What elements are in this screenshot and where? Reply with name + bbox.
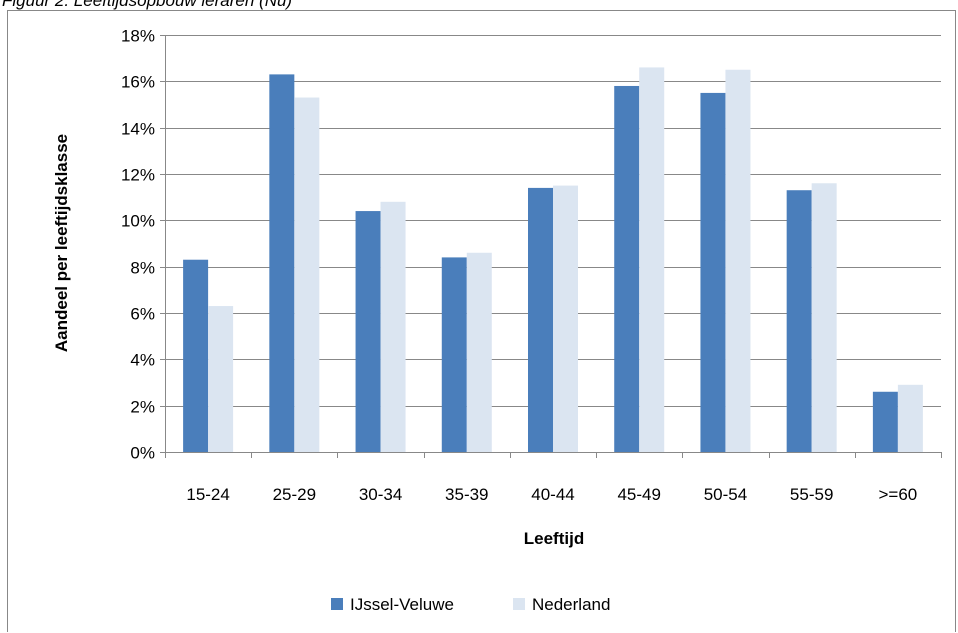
bar-nederland-45-49 — [639, 67, 665, 452]
bar-nederland-25-29 — [294, 97, 320, 453]
bar-nederland-30-34 — [380, 201, 406, 452]
x-tick-labels: 15-24 25-29 30-34 35-39 40-44 45-49 50-54 55-59… — [186, 485, 917, 504]
legend-swatch-ijssel-veluwe — [331, 598, 343, 610]
x-axis-title: Leeftijd — [524, 529, 584, 548]
figure-caption: Figuur 2. Leeftijdsopbouw leraren (Nu) — [2, 0, 293, 10]
bar-ijssel-veluwe-45-49 — [614, 85, 640, 452]
x-tick-label: 25-29 — [273, 485, 316, 504]
bar-ijssel-veluwe-50-54 — [700, 92, 726, 453]
y-tick-label: 8% — [130, 259, 155, 278]
bar-ijssel-veluwe-55-59 — [786, 190, 812, 452]
y-tick-label: 0% — [130, 444, 155, 463]
x-tick-label: 30-34 — [359, 485, 402, 504]
bar-ijssel-veluwe-25-29 — [269, 74, 295, 452]
y-tick-label: 12% — [121, 166, 155, 185]
y-tick-label: 4% — [130, 351, 155, 370]
legend-swatch-nederland — [513, 598, 525, 610]
bar-ijssel-veluwe-40-44 — [528, 187, 553, 452]
x-tick-label: 40-44 — [531, 485, 574, 504]
legend-label-ijssel-veluwe: IJssel-Veluwe — [350, 595, 454, 614]
legend: IJssel-Veluwe Nederland — [331, 595, 610, 614]
bar-nederland-35-39 — [466, 252, 492, 452]
y-tick-label: 2% — [130, 398, 155, 417]
bar-nederland-40-44 — [553, 185, 578, 453]
bars — [183, 67, 923, 453]
bar-ijssel-veluwe-30-34 — [355, 211, 381, 452]
x-tick-label: 50-54 — [704, 485, 747, 504]
bar-ijssel-veluwe->=60 — [872, 391, 898, 452]
y-tick-label: 16% — [121, 73, 155, 92]
bar-nederland->=60 — [897, 384, 923, 452]
y-tick-label: 10% — [121, 212, 155, 231]
y-tick-label: 6% — [130, 305, 155, 324]
bar-ijssel-veluwe-15-24 — [183, 259, 209, 452]
x-tick-label: 35-39 — [445, 485, 488, 504]
bar-nederland-50-54 — [725, 69, 751, 452]
y-tick-labels: 0% 2% 4% 6% 8% 10% 12% 14% 16% 18% — [121, 27, 155, 463]
legend-label-nederland: Nederland — [532, 595, 610, 614]
x-tick-label: 55-59 — [790, 485, 833, 504]
bar-nederland-15-24 — [208, 306, 234, 452]
y-tick-label: 14% — [121, 120, 155, 139]
bar-ijssel-veluwe-35-39 — [441, 257, 467, 452]
bar-nederland-55-59 — [811, 183, 837, 452]
x-tick-label: >=60 — [879, 485, 918, 504]
y-axis-title: Aandeel per leeftijdsklasse — [52, 134, 71, 352]
x-tick-label: 45-49 — [617, 485, 660, 504]
y-tick-label: 18% — [121, 27, 155, 46]
x-tick-label: 15-24 — [186, 485, 229, 504]
axes — [160, 35, 942, 458]
